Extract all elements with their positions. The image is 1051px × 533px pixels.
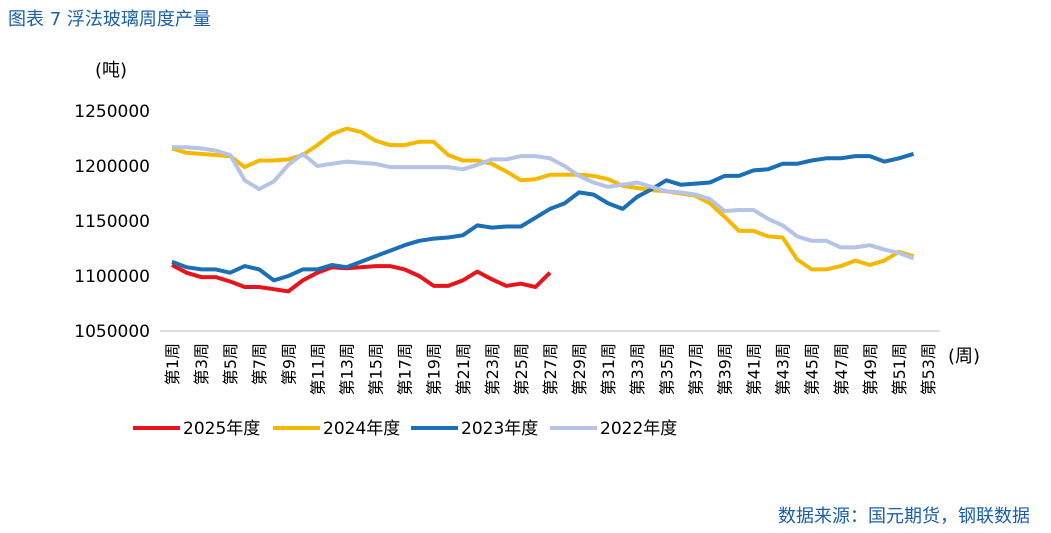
x-tick-label: 第35周 <box>657 343 676 395</box>
x-tick-label: 第25周 <box>512 343 531 395</box>
x-tick-label: 第21周 <box>454 343 473 395</box>
x-tick-label: 第11周 <box>308 343 327 395</box>
x-tick-label: 第29周 <box>570 343 589 395</box>
series-line <box>171 263 552 294</box>
source: 数据来源：国元期货，钢联数据 <box>778 506 1030 527</box>
x-tick-label: 第13周 <box>337 343 356 395</box>
x-tick-label: 第31周 <box>599 343 618 395</box>
x-tick-label: 第23周 <box>483 343 502 395</box>
series-line <box>171 151 915 283</box>
x-tick-label: 第39周 <box>715 343 734 395</box>
y-tick-label: 1150000 <box>74 212 150 232</box>
series-line <box>171 126 915 272</box>
x-tick-label: 第47周 <box>832 343 851 395</box>
legend-label: 2025年度 <box>183 419 260 439</box>
x-tick-label: 第37周 <box>686 343 705 395</box>
x-axis-label: (周) <box>948 346 980 367</box>
y-tick-label: 1250000 <box>74 102 150 122</box>
x-tick-label: 第9周 <box>279 343 298 385</box>
x-tick-label: 第41周 <box>745 343 764 395</box>
x-tick-label: 第53周 <box>919 343 938 395</box>
x-tick-label: 第49周 <box>861 343 880 395</box>
x-tick-label: 第19周 <box>425 343 444 395</box>
x-tick-label: 第3周 <box>192 343 211 385</box>
legend-label: 2024年度 <box>323 419 400 439</box>
series-line <box>172 145 915 261</box>
x-tick-label: 第5周 <box>221 343 240 385</box>
x-tick-label: 第51周 <box>890 343 909 395</box>
chart-title: 图表 7 浮法玻璃周度产量 <box>8 9 211 30</box>
x-tick-label: 第27周 <box>541 343 560 395</box>
y-tick-label: 1100000 <box>74 267 150 287</box>
legend-label: 2023年度 <box>461 419 538 439</box>
y-tick-label: 1050000 <box>74 322 150 342</box>
x-tick-label: 第33周 <box>628 343 647 395</box>
x-tick-label: 第15周 <box>367 343 386 395</box>
x-tick-label: 第45周 <box>803 343 822 395</box>
y-tick-label: 1200000 <box>74 157 150 177</box>
x-tick-label: 第17周 <box>396 343 415 395</box>
x-tick-label: 第1周 <box>163 343 182 385</box>
x-tick-label: 第7周 <box>250 343 269 385</box>
y-axis-label: (吨) <box>95 60 127 81</box>
legend-label: 2022年度 <box>600 419 677 439</box>
x-tick-label: 第43周 <box>774 343 793 395</box>
